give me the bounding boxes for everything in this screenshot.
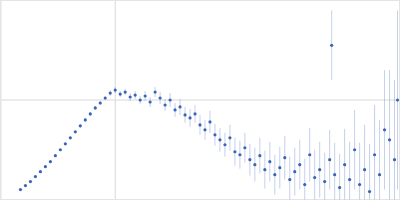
- point: [368, 190, 371, 193]
- point: [388, 138, 391, 141]
- point: [24, 184, 27, 187]
- error-bar: [364, 125, 365, 200]
- point: [353, 148, 356, 151]
- point: [124, 90, 127, 93]
- point: [163, 103, 166, 106]
- point: [396, 98, 399, 101]
- point: [248, 158, 251, 161]
- point: [119, 92, 122, 95]
- point: [288, 178, 291, 181]
- error-bar: [394, 80, 395, 199]
- point: [218, 138, 221, 141]
- point: [213, 133, 216, 136]
- point: [129, 95, 132, 98]
- error-bar: [324, 153, 325, 200]
- point: [89, 112, 92, 115]
- point: [293, 170, 296, 173]
- point: [134, 93, 137, 96]
- point: [29, 180, 32, 183]
- point: [19, 188, 22, 191]
- point: [154, 90, 157, 93]
- point: [173, 108, 176, 111]
- point: [44, 165, 47, 168]
- point: [330, 44, 333, 47]
- point: [104, 96, 107, 99]
- point: [74, 130, 77, 133]
- point: [343, 163, 346, 166]
- point: [358, 183, 361, 186]
- axis-line: [1, 1, 2, 200]
- point: [79, 124, 82, 127]
- point: [328, 158, 331, 161]
- point: [338, 186, 341, 189]
- point: [313, 176, 316, 179]
- error-bar: [349, 142, 350, 200]
- error-bar: [379, 120, 380, 200]
- point: [139, 98, 142, 101]
- error-bar: [359, 143, 360, 200]
- point: [318, 168, 321, 171]
- plot-area: [19, 10, 399, 199]
- point: [258, 154, 261, 157]
- point: [298, 163, 301, 166]
- point: [263, 168, 266, 171]
- error-bar: [374, 105, 375, 200]
- point: [253, 163, 256, 166]
- point: [178, 105, 181, 108]
- point: [393, 158, 396, 161]
- point: [198, 123, 201, 126]
- error-bar: [314, 150, 315, 200]
- point: [383, 128, 386, 131]
- point: [278, 166, 281, 169]
- point: [283, 156, 286, 159]
- point: [233, 150, 236, 153]
- point: [308, 153, 311, 156]
- point: [39, 170, 42, 173]
- point: [183, 113, 186, 116]
- point: [193, 112, 196, 115]
- point: [243, 146, 246, 149]
- chart: [0, 0, 400, 200]
- point: [273, 173, 276, 176]
- error-bar: [389, 70, 390, 199]
- point: [64, 142, 67, 145]
- point: [144, 94, 147, 97]
- point: [54, 154, 57, 157]
- error-bar: [339, 154, 340, 200]
- point: [228, 136, 231, 139]
- point: [49, 160, 52, 163]
- point: [203, 128, 206, 131]
- point: [114, 88, 117, 91]
- point: [34, 175, 37, 178]
- point: [238, 153, 241, 156]
- point: [303, 183, 306, 186]
- point: [69, 136, 72, 139]
- point: [99, 101, 102, 104]
- grid-line: [1, 100, 400, 101]
- point: [208, 120, 211, 123]
- point: [378, 173, 381, 176]
- point: [323, 180, 326, 183]
- point: [348, 178, 351, 181]
- y-axis: [0, 1, 2, 200]
- point: [94, 106, 97, 109]
- point: [373, 153, 376, 156]
- point: [188, 116, 191, 119]
- point: [168, 98, 171, 101]
- point: [109, 91, 112, 94]
- point: [363, 168, 366, 171]
- error-bar: [334, 143, 335, 200]
- point: [149, 100, 152, 103]
- point: [59, 148, 62, 151]
- point: [84, 118, 87, 121]
- point: [333, 173, 336, 176]
- point: [268, 160, 271, 163]
- point: [223, 143, 226, 146]
- error-bar: [304, 159, 305, 200]
- point: [159, 96, 162, 99]
